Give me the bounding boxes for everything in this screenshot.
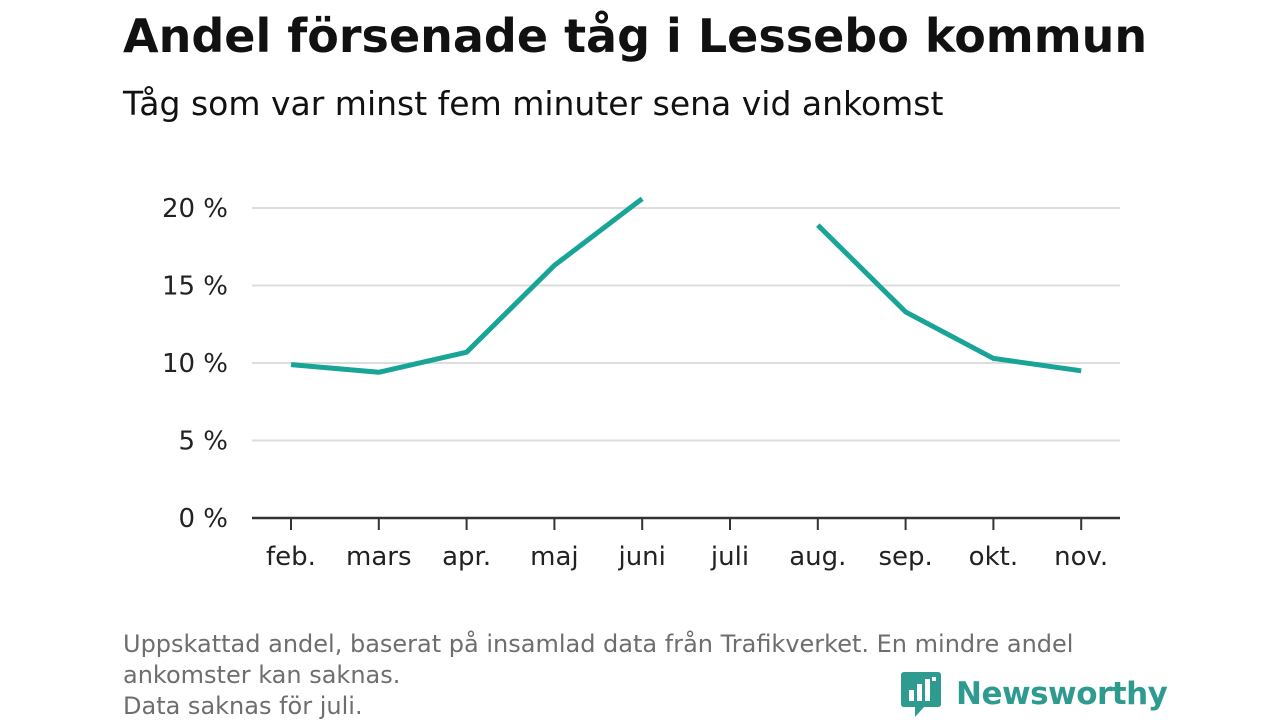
- y-tick-label: 0 %: [178, 504, 228, 534]
- brand-logo: Newsworthy: [900, 668, 1168, 720]
- footnote-line: Uppskattad andel, baserat på insamlad da…: [123, 630, 1074, 658]
- x-tick-label: feb.: [266, 542, 316, 572]
- x-tick-label: juni: [617, 542, 665, 572]
- y-axis-tick-labels: 0 % 5 % 10 % 15 % 20 %: [162, 194, 228, 534]
- y-tick-label: 5 %: [178, 427, 228, 457]
- x-tick-label: aug.: [789, 542, 846, 572]
- series-line: [816, 223, 1082, 374]
- series-lines: [290, 196, 1082, 375]
- x-tick-label: okt.: [969, 542, 1018, 572]
- x-tick-label: apr.: [442, 542, 491, 572]
- x-axis-ticks: feb. mars apr. maj juni juli aug. sep. okt. nov.: [266, 518, 1108, 572]
- brand-name: Newsworthy: [956, 676, 1168, 712]
- line-chart: 0 % 5 % 10 % 15 % 20 % feb. mars apr. maj juni ju…: [162, 194, 1120, 572]
- series-line: [290, 196, 644, 375]
- grid-lines: [252, 207, 1120, 442]
- y-tick-label: 20 %: [162, 194, 228, 224]
- y-tick-label: 10 %: [162, 349, 228, 379]
- newsworthy-logo-icon: [901, 672, 941, 717]
- x-tick-label: juli: [710, 542, 749, 572]
- y-tick-label: 15 %: [162, 272, 228, 302]
- x-tick-label: sep.: [878, 542, 932, 572]
- chart-subtitle: Tåg som var minst fem minuter sena vid a…: [123, 84, 944, 123]
- x-tick-label: nov.: [1054, 542, 1108, 572]
- footnote-line: ankomster kan saknas.: [123, 661, 401, 689]
- footnote: Uppskattad andel, baserat på insamlad da…: [123, 629, 1153, 722]
- x-tick-label: maj: [530, 542, 578, 572]
- x-tick-label: mars: [346, 542, 412, 572]
- footnote-line: Data saknas för juli.: [123, 692, 363, 720]
- chart-title: Andel försenade tåg i Lessebo kommun: [123, 9, 1148, 63]
